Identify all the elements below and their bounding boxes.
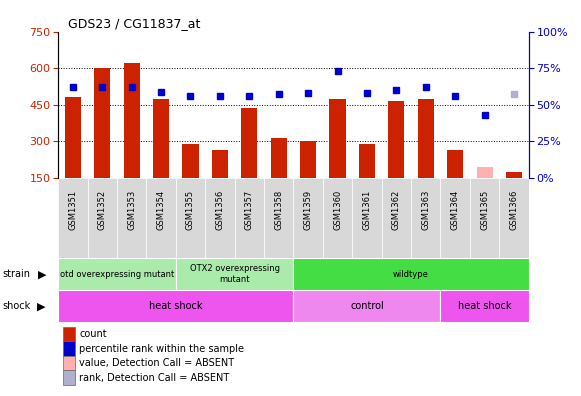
Text: GSM1359: GSM1359 bbox=[304, 190, 313, 230]
Bar bbox=[447, 150, 463, 178]
Bar bbox=[94, 68, 110, 178]
Bar bbox=[418, 99, 434, 178]
Bar bbox=[117, 178, 146, 258]
Bar bbox=[175, 178, 205, 258]
Text: value, Detection Call = ABSENT: value, Detection Call = ABSENT bbox=[79, 358, 234, 368]
Text: otd overexpressing mutant: otd overexpressing mutant bbox=[60, 270, 174, 279]
Bar bbox=[499, 178, 529, 258]
Bar bbox=[124, 63, 139, 178]
Bar bbox=[63, 370, 74, 385]
Text: heat shock: heat shock bbox=[458, 301, 511, 311]
Bar bbox=[264, 178, 293, 258]
Bar bbox=[175, 258, 293, 290]
Bar bbox=[271, 137, 287, 178]
Bar bbox=[440, 290, 529, 322]
Text: GSM1353: GSM1353 bbox=[127, 190, 136, 230]
Text: ▶: ▶ bbox=[38, 269, 46, 279]
Bar bbox=[58, 290, 293, 322]
Bar bbox=[205, 178, 235, 258]
Bar bbox=[63, 341, 74, 356]
Bar bbox=[153, 99, 169, 178]
Text: GSM1364: GSM1364 bbox=[451, 190, 460, 230]
Text: GSM1366: GSM1366 bbox=[510, 190, 518, 230]
Text: GSM1361: GSM1361 bbox=[363, 190, 371, 230]
Text: OTX2 overexpressing
mutant: OTX2 overexpressing mutant bbox=[189, 265, 279, 284]
Text: GSM1362: GSM1362 bbox=[392, 190, 401, 230]
Bar bbox=[300, 141, 316, 178]
Text: count: count bbox=[79, 329, 107, 339]
Text: GSM1352: GSM1352 bbox=[98, 190, 107, 230]
Bar bbox=[88, 178, 117, 258]
Bar bbox=[293, 258, 529, 290]
Bar bbox=[212, 150, 228, 178]
Text: GSM1354: GSM1354 bbox=[156, 190, 166, 230]
Bar bbox=[235, 178, 264, 258]
Text: GSM1357: GSM1357 bbox=[245, 190, 254, 230]
Bar bbox=[329, 99, 346, 178]
Text: GSM1360: GSM1360 bbox=[333, 190, 342, 230]
Bar bbox=[411, 178, 440, 258]
Bar bbox=[241, 109, 257, 178]
Bar bbox=[359, 144, 375, 178]
Bar bbox=[182, 144, 199, 178]
Text: GSM1365: GSM1365 bbox=[480, 190, 489, 230]
Bar bbox=[64, 97, 81, 178]
Text: rank, Detection Call = ABSENT: rank, Detection Call = ABSENT bbox=[79, 373, 229, 383]
Text: heat shock: heat shock bbox=[149, 301, 203, 311]
Bar bbox=[63, 327, 74, 341]
Bar bbox=[440, 178, 470, 258]
Text: GSM1351: GSM1351 bbox=[69, 190, 77, 230]
Text: GSM1363: GSM1363 bbox=[421, 190, 431, 230]
Bar bbox=[382, 178, 411, 258]
Bar bbox=[388, 101, 404, 178]
Bar bbox=[476, 167, 493, 178]
Bar bbox=[58, 258, 175, 290]
Text: GDS23 / CG11837_at: GDS23 / CG11837_at bbox=[67, 17, 200, 30]
Bar bbox=[470, 178, 499, 258]
Text: shock: shock bbox=[3, 301, 31, 311]
Bar bbox=[146, 178, 176, 258]
Bar bbox=[352, 178, 382, 258]
Text: GSM1356: GSM1356 bbox=[216, 190, 224, 230]
Text: GSM1355: GSM1355 bbox=[186, 190, 195, 230]
Text: percentile rank within the sample: percentile rank within the sample bbox=[79, 344, 244, 354]
Text: strain: strain bbox=[3, 269, 31, 279]
Text: GSM1358: GSM1358 bbox=[274, 190, 283, 230]
Text: ▶: ▶ bbox=[37, 301, 45, 311]
Bar bbox=[506, 171, 522, 178]
Bar bbox=[63, 356, 74, 370]
Bar bbox=[323, 178, 352, 258]
Text: control: control bbox=[350, 301, 384, 311]
Bar bbox=[58, 178, 88, 258]
Bar bbox=[293, 290, 440, 322]
Bar bbox=[293, 178, 323, 258]
Text: wildtype: wildtype bbox=[393, 270, 429, 279]
